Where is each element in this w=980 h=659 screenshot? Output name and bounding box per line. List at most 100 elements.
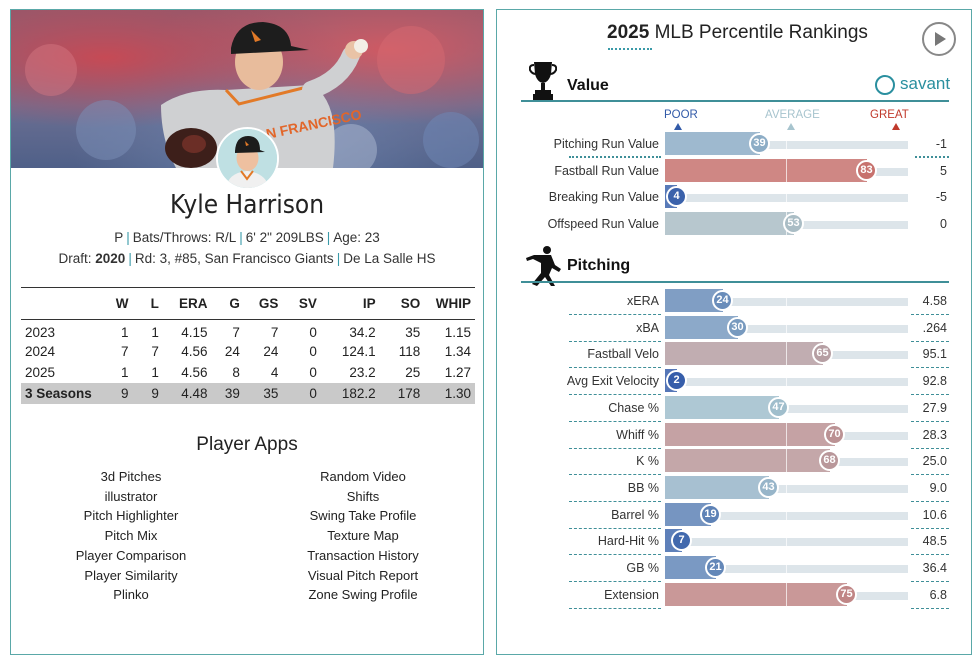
metric-average-line bbox=[786, 475, 787, 499]
metric-bar bbox=[665, 395, 779, 419]
metric-percentile-dot[interactable]: 19 bbox=[700, 503, 721, 525]
metric-row: Avg Exit Velocity 2 92.8 bbox=[497, 369, 971, 395]
metric-average-line bbox=[786, 289, 787, 312]
metric-value: 5 bbox=[940, 163, 947, 178]
player-apps-right-list: Random Video Shifts Swing Take Profile Text… bbox=[263, 467, 463, 605]
player-app-link[interactable]: Shifts bbox=[346, 488, 380, 504]
table-cell: 4.56 bbox=[181, 343, 208, 359]
player-app-link[interactable]: Zone Swing Profile bbox=[308, 587, 418, 603]
age: Age: 23 bbox=[333, 230, 380, 245]
player-app-link[interactable]: Plinko bbox=[113, 587, 149, 603]
metric-label: Fastball Velo bbox=[587, 347, 659, 362]
metric-bar bbox=[665, 211, 794, 235]
row-divider bbox=[569, 340, 661, 342]
table-cell: 34.2 bbox=[349, 324, 376, 340]
table-cell: 4.56 bbox=[181, 364, 208, 380]
player-app-link[interactable]: Visual Pitch Report bbox=[307, 567, 419, 583]
player-app-link[interactable]: Player Similarity bbox=[84, 567, 178, 583]
pitching-section-title: Pitching bbox=[567, 257, 631, 274]
metric-percentile-dot[interactable]: 24 bbox=[712, 290, 733, 311]
play-icon bbox=[935, 32, 946, 46]
metric-row: Chase % 47 27.9 bbox=[497, 395, 971, 422]
table-cell: 178 bbox=[379, 382, 425, 404]
table-row: 2024 7 7 4.56 24 24 0 124.1 118 1.34 bbox=[21, 341, 475, 362]
player-card: SAN FRANCISCO Kyle Harrison P | Bats/Throw… bbox=[10, 9, 484, 655]
player-app-link[interactable]: 3d Pitches bbox=[100, 469, 162, 484]
row-divider bbox=[911, 474, 949, 476]
metric-percentile-dot[interactable]: 39 bbox=[749, 133, 770, 154]
position: P bbox=[114, 230, 124, 245]
row-divider bbox=[569, 554, 661, 556]
metric-percentile-dot[interactable]: 30 bbox=[727, 316, 748, 338]
player-app-link[interactable]: Player Comparison bbox=[75, 547, 187, 563]
metric-average-line bbox=[786, 502, 787, 526]
scale-average-label: AVERAGE bbox=[765, 109, 820, 121]
row-divider bbox=[569, 527, 661, 529]
metric-value: 6.8 bbox=[929, 587, 947, 602]
player-app-link[interactable]: Pitch Highlighter bbox=[83, 508, 179, 524]
player-headshot bbox=[216, 127, 279, 190]
column-header-ip: IP bbox=[362, 296, 376, 311]
metric-percentile-dot[interactable]: 83 bbox=[856, 159, 877, 181]
metric-bar bbox=[665, 158, 867, 182]
table-cell: 39 bbox=[211, 382, 244, 404]
metric-value: 27.9 bbox=[922, 400, 947, 415]
player-bio: P | Bats/Throws: R/L | 6' 2" 209LBS | Age: 23 bbox=[114, 230, 380, 245]
metric-average-line bbox=[786, 132, 787, 155]
play-button[interactable] bbox=[922, 22, 956, 56]
player-app-link[interactable]: Pitch Mix bbox=[104, 528, 158, 544]
table-cell: 4 bbox=[270, 364, 279, 380]
metric-average-line bbox=[786, 315, 787, 339]
scale-average-marker bbox=[787, 123, 795, 130]
table-cell: 1.30 bbox=[424, 382, 475, 404]
metric-row: Fastball Velo 65 95.1 bbox=[497, 342, 971, 368]
table-row: 2025 1 1 4.56 8 4 0 23.2 25 1.27 bbox=[21, 362, 475, 383]
table-cell: 0 bbox=[309, 343, 317, 359]
metric-percentile-dot[interactable]: 75 bbox=[836, 583, 857, 605]
player-app-link[interactable]: Swing Take Profile bbox=[309, 508, 417, 524]
metric-percentile-dot[interactable]: 65 bbox=[812, 343, 833, 365]
metric-label: xERA bbox=[627, 294, 659, 308]
row-divider bbox=[569, 420, 661, 422]
metric-row: Offspeed Run Value 53 0 bbox=[497, 211, 971, 238]
row-divider bbox=[911, 420, 949, 422]
row-divider bbox=[911, 500, 949, 502]
scale-great-label: GREAT bbox=[870, 109, 909, 121]
player-app-link[interactable]: Transaction History bbox=[307, 547, 419, 563]
metric-percentile-dot[interactable]: 47 bbox=[768, 396, 789, 418]
metric-row: Whiff % 70 28.3 bbox=[497, 422, 971, 449]
table-cell: 1 bbox=[151, 324, 159, 340]
table-cell: 8 bbox=[232, 364, 240, 380]
player-app-link[interactable]: illustrator bbox=[104, 488, 158, 504]
table-cell: 1.34 bbox=[444, 343, 471, 359]
metric-row: Fastball Run Value 83 5 bbox=[497, 158, 971, 185]
column-header-gs: GS bbox=[258, 296, 279, 311]
metric-value: .264 bbox=[922, 320, 947, 335]
metric-percentile-dot[interactable]: 68 bbox=[819, 450, 840, 472]
metric-average-line bbox=[786, 369, 787, 393]
scale-great-marker bbox=[892, 123, 900, 130]
metric-average-line bbox=[786, 342, 787, 366]
metric-percentile-dot[interactable]: 43 bbox=[758, 476, 779, 498]
row-divider bbox=[569, 607, 661, 609]
pitcher-illustration: SAN FRANCISCO bbox=[25, 22, 479, 168]
metric-percentile-dot[interactable]: 70 bbox=[824, 423, 845, 445]
player-app-link[interactable]: Random Video bbox=[320, 469, 406, 484]
metric-percentile-dot[interactable]: 53 bbox=[783, 212, 804, 234]
metric-percentile-dot[interactable]: 2 bbox=[666, 370, 687, 392]
player-app-link[interactable]: Texture Map bbox=[327, 528, 399, 544]
metric-value: 92.8 bbox=[922, 374, 947, 389]
trophy-icon bbox=[529, 62, 557, 101]
metric-label: Extension bbox=[604, 587, 659, 602]
metric-label: BB % bbox=[627, 480, 659, 495]
metric-percentile-dot[interactable]: 21 bbox=[705, 557, 726, 578]
metric-percentile-dot[interactable]: 7 bbox=[671, 530, 692, 552]
metric-average-line bbox=[786, 185, 787, 208]
table-cell: 118 bbox=[398, 343, 421, 359]
table-cell: 1 bbox=[120, 364, 129, 380]
table-cell: 124.1 bbox=[341, 343, 376, 359]
column-header-w: W bbox=[115, 296, 129, 311]
table-cell: 9 bbox=[102, 382, 133, 404]
table-cell: 35 bbox=[405, 324, 421, 340]
metric-percentile-dot[interactable]: 4 bbox=[666, 186, 687, 207]
